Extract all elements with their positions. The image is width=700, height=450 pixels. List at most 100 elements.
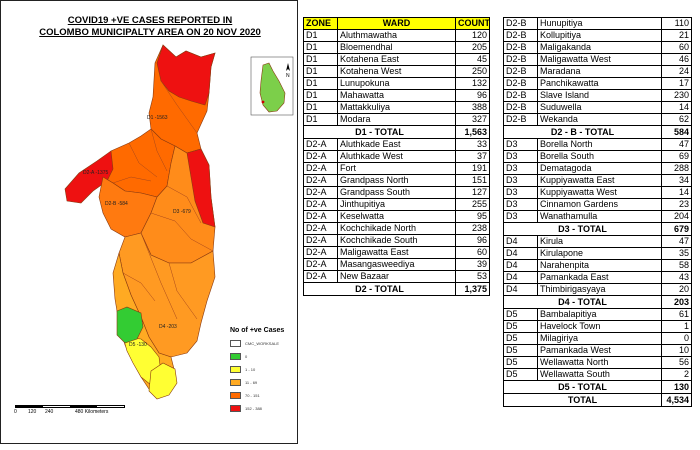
- count-cell: 47: [661, 235, 692, 248]
- legend-item: 152 - 388: [230, 402, 294, 415]
- header-ward: WARD: [337, 17, 456, 30]
- table-row: D1 Mahawatta 96: [303, 89, 490, 102]
- legend-label: 11 - 69: [245, 380, 258, 385]
- ward-cell: Panchikawatta: [537, 77, 662, 90]
- legend-swatch: [230, 366, 241, 373]
- table-row: D3 Borella North 47: [503, 138, 692, 151]
- count-cell: 43: [661, 271, 692, 284]
- total-count: 4,534: [661, 393, 692, 407]
- count-cell: 24: [661, 65, 692, 78]
- zone-label-d2b: D2-B -584: [105, 201, 128, 207]
- ward-cell: Narahenpita: [537, 259, 662, 272]
- zone-cell: D4: [503, 271, 538, 284]
- table-row: D1 Aluthmawatha 120: [303, 29, 490, 42]
- ward-cell: Kirulapone: [537, 247, 662, 260]
- zone-cell: D1: [303, 113, 338, 126]
- count-cell: 204: [661, 210, 692, 223]
- total-row: D1 - TOTAL 1,563: [303, 125, 490, 139]
- table-row: D3 Dematagoda 288: [503, 162, 692, 175]
- zone-label-d2a: D2-A -1375: [83, 170, 109, 176]
- table-row: D2-A Fort 191: [303, 162, 490, 175]
- scale-labels: 0 120 240 480 Kilometers: [14, 408, 125, 416]
- zone-cell: D2-B: [503, 89, 538, 102]
- zone-cell: D1: [303, 101, 338, 114]
- count-cell: 35: [661, 247, 692, 260]
- ward-cell: Thimbirigasyaya: [537, 283, 662, 296]
- ward-cell: Kochchikade North: [337, 222, 456, 235]
- count-cell: 34: [661, 174, 692, 187]
- count-cell: 45: [455, 53, 490, 66]
- legend-item: 11 - 69: [230, 376, 294, 389]
- ward-cell: Modara: [337, 113, 456, 126]
- zone-cell: D5: [503, 344, 538, 357]
- table-row: D5 Pamankada West 10: [503, 344, 692, 357]
- count-cell: 2: [661, 368, 692, 381]
- ward-table-right: D2-B Hunupitiya 110 D2-B Kollupitiya 21 D2-B Ma…: [503, 17, 692, 407]
- table-row: D1 Bloemendhal 205: [303, 41, 490, 54]
- total-label: D1 - TOTAL: [303, 125, 456, 139]
- legend-label: 70 - 151: [245, 393, 260, 398]
- count-cell: 33: [455, 138, 490, 151]
- legend-title: No of +ve Cases: [230, 327, 285, 334]
- table-row: D2-B Maligakanda 60: [503, 41, 692, 54]
- table-row: D2-B Panchikawatta 17: [503, 77, 692, 90]
- table-row: D1 Mattakkuliya 388: [303, 101, 490, 114]
- count-cell: 132: [455, 77, 490, 90]
- ward-cell: Maligawatta East: [337, 246, 456, 259]
- table-row: D3 Wanathamulla 204: [503, 210, 692, 223]
- table-row: D5 Havelock Town 1: [503, 320, 692, 333]
- legend-item: CMC_WORKSALE: [230, 337, 294, 350]
- table-row: D1 Kotahena West 250: [303, 65, 490, 78]
- zone-cell: D2-A: [303, 258, 338, 271]
- ward-cell: Masangasweediya: [337, 258, 456, 271]
- ward-cell: Dematagoda: [537, 162, 662, 175]
- scale-bar: 0 120 240 480 Kilometers: [14, 405, 125, 416]
- zone-cell: D2-A: [303, 198, 338, 211]
- table-row: D1 Kotahena East 45: [303, 53, 490, 66]
- ward-cell: Borella North: [537, 138, 662, 151]
- zone-cell: D3: [503, 150, 538, 163]
- zone-cell: D2-A: [303, 162, 338, 175]
- ward-cell: Maligawatta West: [537, 53, 662, 66]
- total-label: TOTAL: [503, 393, 662, 407]
- count-cell: 56: [661, 356, 692, 369]
- total-row: D2 - TOTAL 1,375: [303, 282, 490, 296]
- total-label: D2 - B - TOTAL: [503, 125, 662, 139]
- zone-cell: D3: [503, 198, 538, 211]
- zone-cell: D2-A: [303, 222, 338, 235]
- count-cell: 388: [455, 101, 490, 114]
- header-count: COUNT: [455, 17, 490, 30]
- ward-cell: Grandpass North: [337, 174, 456, 187]
- count-cell: 127: [455, 186, 490, 199]
- ward-table-left: ZONE WARD COUNT D1 Aluthmawatha 120 D1 Bloem…: [303, 17, 490, 296]
- zone-cell: D3: [503, 186, 538, 199]
- count-cell: 95: [455, 210, 490, 223]
- count-cell: 0: [661, 332, 692, 345]
- zone-label-d5: D5 -130: [129, 342, 147, 348]
- count-cell: 205: [455, 41, 490, 54]
- table-row: D4 Narahenpita 58: [503, 259, 692, 272]
- table-row: D1 Modara 327: [303, 113, 490, 126]
- count-cell: 58: [661, 259, 692, 272]
- ward-cell: Havelock Town: [537, 320, 662, 333]
- legend-label: CMC_WORKSALE: [245, 341, 280, 346]
- count-cell: 10: [661, 344, 692, 357]
- total-row: D4 - TOTAL 203: [503, 295, 692, 309]
- table-row: D4 Kirula 47: [503, 235, 692, 248]
- count-cell: 230: [661, 89, 692, 102]
- ward-cell: Kollupitiya: [537, 29, 662, 42]
- zone-cell: D2-A: [303, 150, 338, 163]
- table-row: D2-A Maligawatta East 60: [303, 246, 490, 259]
- ward-cell: Bloemendhal: [337, 41, 456, 54]
- table-row: D5 Milagiriya 0: [503, 332, 692, 345]
- zone-cell: D3: [503, 138, 538, 151]
- legend-swatch: [230, 353, 241, 360]
- count-cell: 23: [661, 198, 692, 211]
- table-row: D5 Bambalapitiya 61: [503, 308, 692, 321]
- zone-cell: D2-A: [303, 270, 338, 283]
- table-row: D2-A Grandpass South 127: [303, 186, 490, 199]
- table-row: D2-A Kochchikade South 96: [303, 234, 490, 247]
- ward-boundaries: [112, 80, 214, 320]
- ward-cell: Wellawatta North: [537, 356, 662, 369]
- table-row: D5 Wellawatta South 2: [503, 368, 692, 381]
